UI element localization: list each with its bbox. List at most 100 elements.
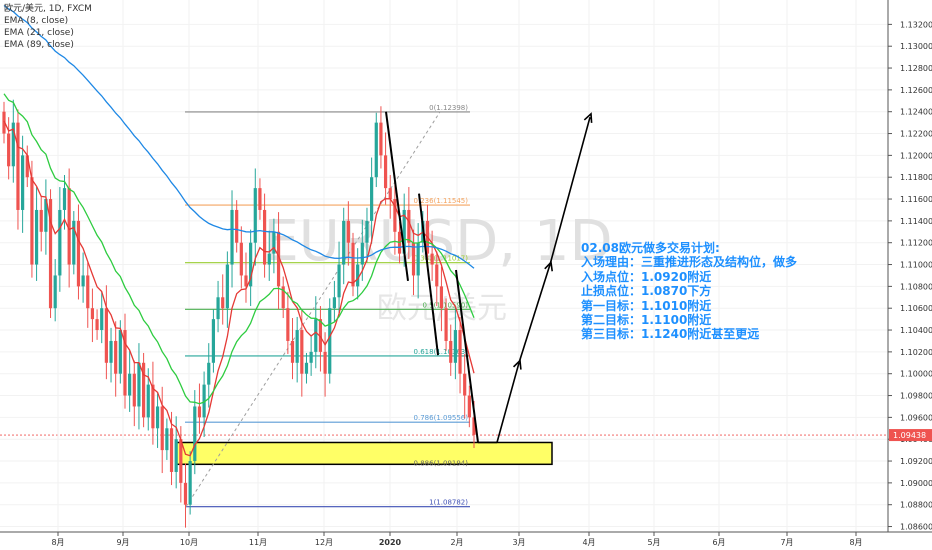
candle-body xyxy=(314,319,318,352)
candle-body xyxy=(276,231,281,287)
candle-body xyxy=(86,275,90,309)
candle-body xyxy=(407,209,411,243)
candle-body xyxy=(449,340,453,363)
projection-line xyxy=(549,116,591,265)
candle-body xyxy=(411,242,416,276)
candle-body xyxy=(458,330,462,374)
candle-body xyxy=(416,242,420,276)
candle-body xyxy=(7,133,11,167)
candle-body xyxy=(169,428,174,472)
plan-stop: 止损点位：1.0870下方 xyxy=(581,284,712,299)
target-arrow-head xyxy=(512,358,522,370)
candle-body xyxy=(95,319,99,331)
candle-body xyxy=(374,122,378,178)
candle-body xyxy=(430,253,434,265)
watermark-ticker: EURUSD, 1D xyxy=(263,209,612,274)
plan-reason: 入场理由：三重推进形态及结构位，做多 xyxy=(581,255,798,270)
ema21-line xyxy=(3,93,475,405)
price-tick-label: 1.09800 xyxy=(900,392,932,401)
target-arrow-head xyxy=(544,260,554,272)
candle-body xyxy=(58,209,62,276)
price-tick-label: 1.13200 xyxy=(900,20,932,29)
fib-level-label: 1(1.08782) xyxy=(429,499,468,507)
legend-symbol[interactable]: 欧元/美元, 1D, FXCM xyxy=(4,4,92,14)
drive-trendline xyxy=(418,193,439,356)
legend-ema21[interactable]: EMA (21, close) xyxy=(4,28,74,38)
candle-body xyxy=(304,362,309,374)
candle-body xyxy=(244,275,248,287)
candle-body xyxy=(258,188,262,210)
candle-body xyxy=(142,362,146,418)
candle-body xyxy=(90,308,95,320)
candle-body xyxy=(235,209,239,243)
ema8-line xyxy=(3,120,475,457)
candle-body xyxy=(62,188,67,210)
candle-body xyxy=(165,428,169,451)
legend-ema8[interactable]: EMA (8, close) xyxy=(4,16,69,26)
candle-body xyxy=(221,297,225,309)
fib-level-label: 0.5(1.10590) xyxy=(422,301,468,309)
candle-body xyxy=(309,351,313,363)
price-tick-label: 1.11600 xyxy=(900,195,932,204)
candle-body xyxy=(281,286,285,309)
price-tick-label: 1.09600 xyxy=(900,413,932,422)
candle-body xyxy=(318,319,323,352)
candle-body xyxy=(300,330,304,374)
candle-body xyxy=(267,253,271,265)
price-tick-label: 1.10200 xyxy=(900,348,932,357)
entry-zone xyxy=(175,441,553,466)
candle-body xyxy=(2,111,6,134)
candle-body xyxy=(239,242,243,276)
candle-body xyxy=(290,340,295,363)
candle-body xyxy=(155,406,160,429)
candle-body xyxy=(272,231,276,254)
plan-target1: 第一目标：1.1010附近 xyxy=(581,298,712,313)
plan-entry: 入场点位：1.0920附近 xyxy=(581,269,712,284)
candle-body xyxy=(39,209,43,232)
fib-level-label: 0.618(1.10163) xyxy=(414,348,469,356)
ema-lines xyxy=(3,4,475,457)
candle-body xyxy=(463,373,467,396)
price-tick-label: 1.08600 xyxy=(900,523,932,532)
candle-body xyxy=(67,188,71,265)
candle-body xyxy=(132,373,136,407)
time-tick-label: 10月 xyxy=(180,538,198,547)
candle-body xyxy=(439,286,444,309)
candle-body xyxy=(402,209,406,254)
price-tick-label: 1.09200 xyxy=(900,457,932,466)
time-tick-label: 3月 xyxy=(512,538,525,547)
candle-body xyxy=(123,330,127,396)
projection-line xyxy=(496,362,520,443)
plan-title: 02.08欧元做多交易计划: xyxy=(581,241,720,255)
candle-body xyxy=(230,209,234,265)
legend-ema89[interactable]: EMA (89, close) xyxy=(4,40,74,50)
candle-body xyxy=(104,308,108,363)
candle-body xyxy=(356,264,360,287)
plan-target3: 第三目标：1.1240附近甚至更远 xyxy=(581,327,760,342)
candle-body xyxy=(249,242,253,287)
candle-body xyxy=(53,275,57,309)
candle-body xyxy=(207,362,211,385)
drive-trendline xyxy=(385,111,409,282)
candle-body xyxy=(109,340,113,363)
price-tick-label: 1.12600 xyxy=(900,86,932,95)
trend-drawings xyxy=(385,111,593,444)
candle-body xyxy=(286,308,290,341)
candle-body xyxy=(174,439,178,472)
candle-body xyxy=(76,220,81,287)
candle-body xyxy=(21,155,25,210)
price-tick-label: 1.11400 xyxy=(900,217,932,226)
fib-level-label: 0(1.12398) xyxy=(429,104,468,112)
time-tick-label: 5月 xyxy=(647,538,660,547)
price-tick-label: 1.10000 xyxy=(900,370,932,379)
candle-body xyxy=(72,220,76,265)
candle-body xyxy=(351,242,355,287)
target-arrow-head xyxy=(583,112,593,123)
candle-body xyxy=(151,384,155,429)
time-tick-label: 2020 xyxy=(379,538,402,547)
candle-body xyxy=(393,199,397,232)
candle-body xyxy=(137,362,141,407)
price-tick-label: 1.10600 xyxy=(900,304,932,313)
